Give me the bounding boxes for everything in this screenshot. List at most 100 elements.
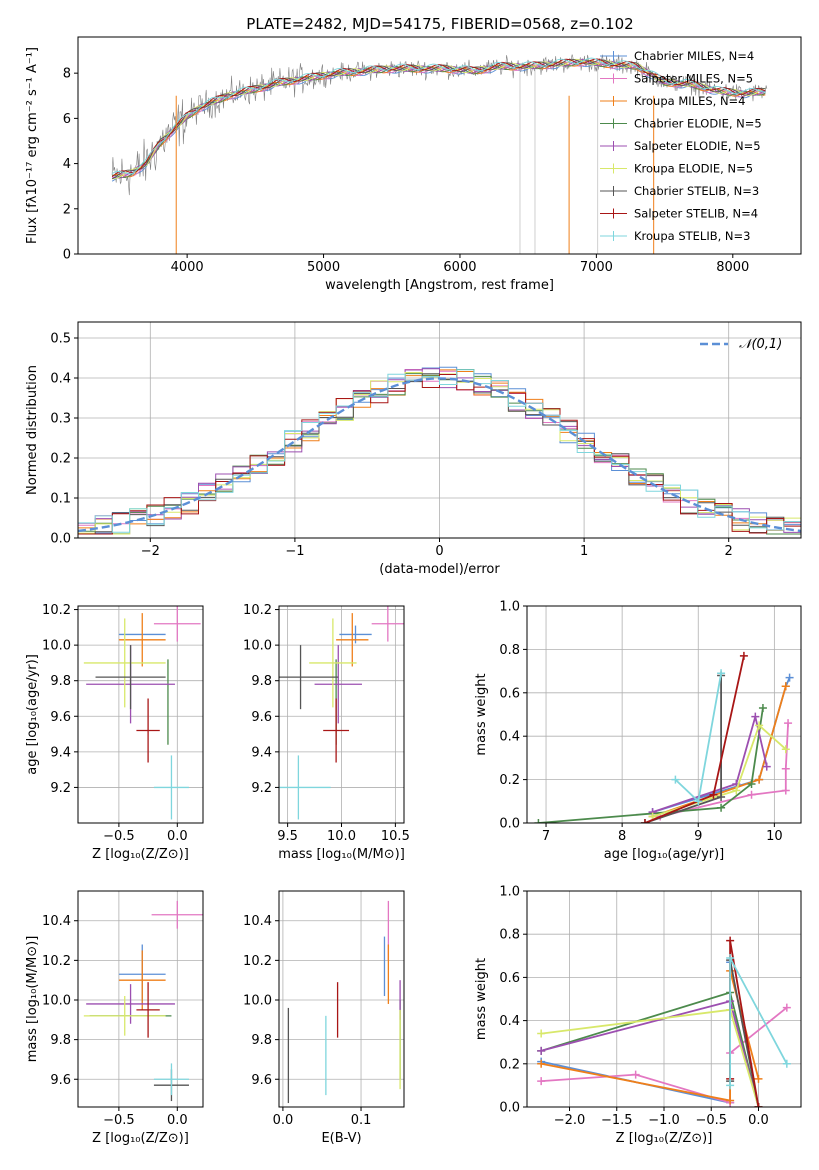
y-tick-label: 9.4: [251, 745, 272, 760]
weight-point-marker: [747, 790, 756, 799]
errorbar-point: [118, 950, 166, 1010]
chart-weight-vs-age: 7 8 9 10 0.0 0.2 0.4 0.6 0.8 1.0 age [log₁₀(age/yr…: [474, 600, 802, 862]
plot-area-residuals: [78, 366, 801, 535]
chart-weight-vs-Z: −2.0 −1.5 −1.0 −0.5 0.0 0.0 0.2 0.4 0.6 0.8 1.0 Z […: [474, 885, 802, 1146]
spectrum-model-line: [112, 58, 766, 180]
weight-point-marker: [717, 803, 726, 812]
legend-label: Salpeter STELIB, N=4: [634, 207, 758, 221]
y-tick-label: 9.4: [50, 745, 71, 760]
x-tick-label: 10.0: [327, 829, 356, 844]
errorbar-point: [279, 755, 331, 820]
weight-point-marker: [709, 790, 718, 799]
y-tick-label: 10.4: [243, 914, 272, 929]
errorbar-point: [118, 613, 166, 667]
errorbar-point: [153, 1063, 189, 1096]
y-tick-label: 10.2: [243, 954, 272, 969]
plot-area-age-vs-Z: [83, 606, 201, 820]
y-tick-label: 0.4: [499, 1014, 520, 1029]
weight-point-marker: [758, 703, 767, 712]
y-tick-label: 0.8: [499, 643, 520, 658]
x-axis-label: age [log₁₀(age/yr)]: [604, 847, 725, 862]
weight-point-marker: [631, 1070, 640, 1079]
legend-label: Chabrier STELIB, N=3: [634, 184, 759, 198]
legend-label: Kroupa MILES, N=4: [634, 94, 746, 108]
y-axis-label: mass weight: [474, 673, 489, 755]
x-tick-label: −1: [285, 544, 304, 559]
legend-label: Kroupa ELODIE, N=5: [634, 162, 753, 176]
errorbar-point: [83, 996, 166, 1036]
chart-mass-vs-EBV: 0.0 0.1 9.6 9.8 10.0 10.2 10.4 E(B-V): [243, 890, 405, 1146]
x-axis-label: Z [log₁₀(Z/Z⊙)]: [616, 1131, 713, 1146]
x-axis-label: Z [log₁₀(Z/Z⊙)]: [92, 1131, 189, 1146]
x-tick-label: −2: [141, 544, 160, 559]
x-tick-label: 1: [580, 544, 588, 559]
weight-point-marker: [781, 764, 790, 773]
y-tick-label: 4: [63, 157, 71, 172]
y-tick-label: 9.2: [50, 781, 71, 796]
weight-point-marker: [640, 819, 649, 823]
x-tick-label: 0.0: [167, 829, 188, 844]
x-tick-label: −0.5: [103, 1113, 135, 1128]
errorbar-point: [95, 645, 166, 710]
weight-point-marker: [782, 1003, 791, 1012]
y-tick-label: 2: [63, 202, 71, 217]
weight-point-marker: [726, 1096, 735, 1105]
y-axis-label: mass weight: [474, 958, 489, 1040]
plot-area-mass-vs-Z: [83, 900, 203, 1102]
weight-point-marker: [785, 673, 794, 682]
y-tick-label: 10.2: [42, 603, 71, 618]
y-tick-label: 0.6: [499, 971, 520, 986]
weight-point-marker: [751, 712, 760, 721]
weight-series-line: [538, 707, 764, 823]
plot-area-spectrum: [111, 54, 768, 254]
legend-label: Salpeter ELODIE, N=5: [634, 139, 761, 153]
weight-point-marker: [694, 797, 703, 806]
x-axis-label: Z [log₁₀(Z/Z⊙)]: [92, 847, 189, 862]
y-tick-label: 0.1: [50, 492, 71, 507]
legend-label: Chabrier MILES, N=4: [634, 49, 754, 63]
y-tick-label: 0.8: [499, 928, 520, 943]
weight-point-marker: [726, 936, 735, 945]
x-tick-label: 8: [618, 829, 626, 844]
chart-mass-vs-Z: −0.5 0.0 9.6 9.8 10.0 10.2 10.4 Z [log₁₀(Z/Z⊙)]…: [25, 890, 204, 1146]
y-tick-label: 10.2: [243, 603, 272, 618]
x-tick-label: 0.0: [167, 1113, 188, 1128]
y-tick-label: 9.8: [251, 1033, 272, 1048]
errorbar-point: [279, 645, 339, 710]
weight-point-marker: [755, 775, 764, 784]
legend-label: Chabrier ELODIE, N=5: [634, 117, 762, 131]
x-tick-label: 0: [435, 544, 443, 559]
weight-point-marker: [717, 669, 726, 678]
chart-age-vs-Z: −0.5 0.0 9.2 9.4 9.6 9.8 10.0 10.2 Z [log₁₀(Z/Z⊙…: [25, 603, 204, 862]
axes-frame: [526, 605, 802, 824]
y-tick-label: 0.4: [50, 372, 71, 387]
errorbar-point: [136, 698, 160, 763]
weight-point-marker: [754, 1074, 763, 1083]
x-tick-label: 10: [766, 829, 783, 844]
y-tick-label: 9.8: [50, 674, 71, 689]
y-tick-label: 0.4: [499, 730, 520, 745]
weight-point-marker: [537, 1077, 546, 1086]
y-tick-label: 0: [63, 248, 71, 263]
errorbar-point: [336, 613, 369, 667]
y-tick-label: 9.8: [251, 674, 272, 689]
weight-point-marker: [762, 762, 771, 771]
weight-point-marker: [781, 786, 790, 795]
x-tick-label: 4000: [171, 260, 204, 275]
x-tick-label: 6000: [443, 260, 476, 275]
spectrum-model-line: [111, 57, 766, 175]
weight-point-marker: [537, 1059, 546, 1068]
legend-label: 𝒩(0,1): [739, 337, 782, 352]
errorbar-point: [151, 900, 203, 929]
y-tick-label: 9.6: [251, 710, 272, 725]
x-tick-label: 7000: [580, 260, 613, 275]
y-tick-label: 0.3: [50, 412, 71, 427]
axes-frame: [77, 890, 204, 1108]
weight-point-marker: [537, 1029, 546, 1038]
weight-point-marker: [732, 786, 741, 795]
plot-area-weight-vs-age: [534, 651, 794, 823]
x-axis-label: mass [log₁₀(M/M⊙)]: [278, 847, 405, 862]
weight-point-marker: [739, 651, 748, 660]
x-tick-label: −1.5: [601, 1113, 633, 1128]
x-tick-label: 7: [542, 829, 550, 844]
